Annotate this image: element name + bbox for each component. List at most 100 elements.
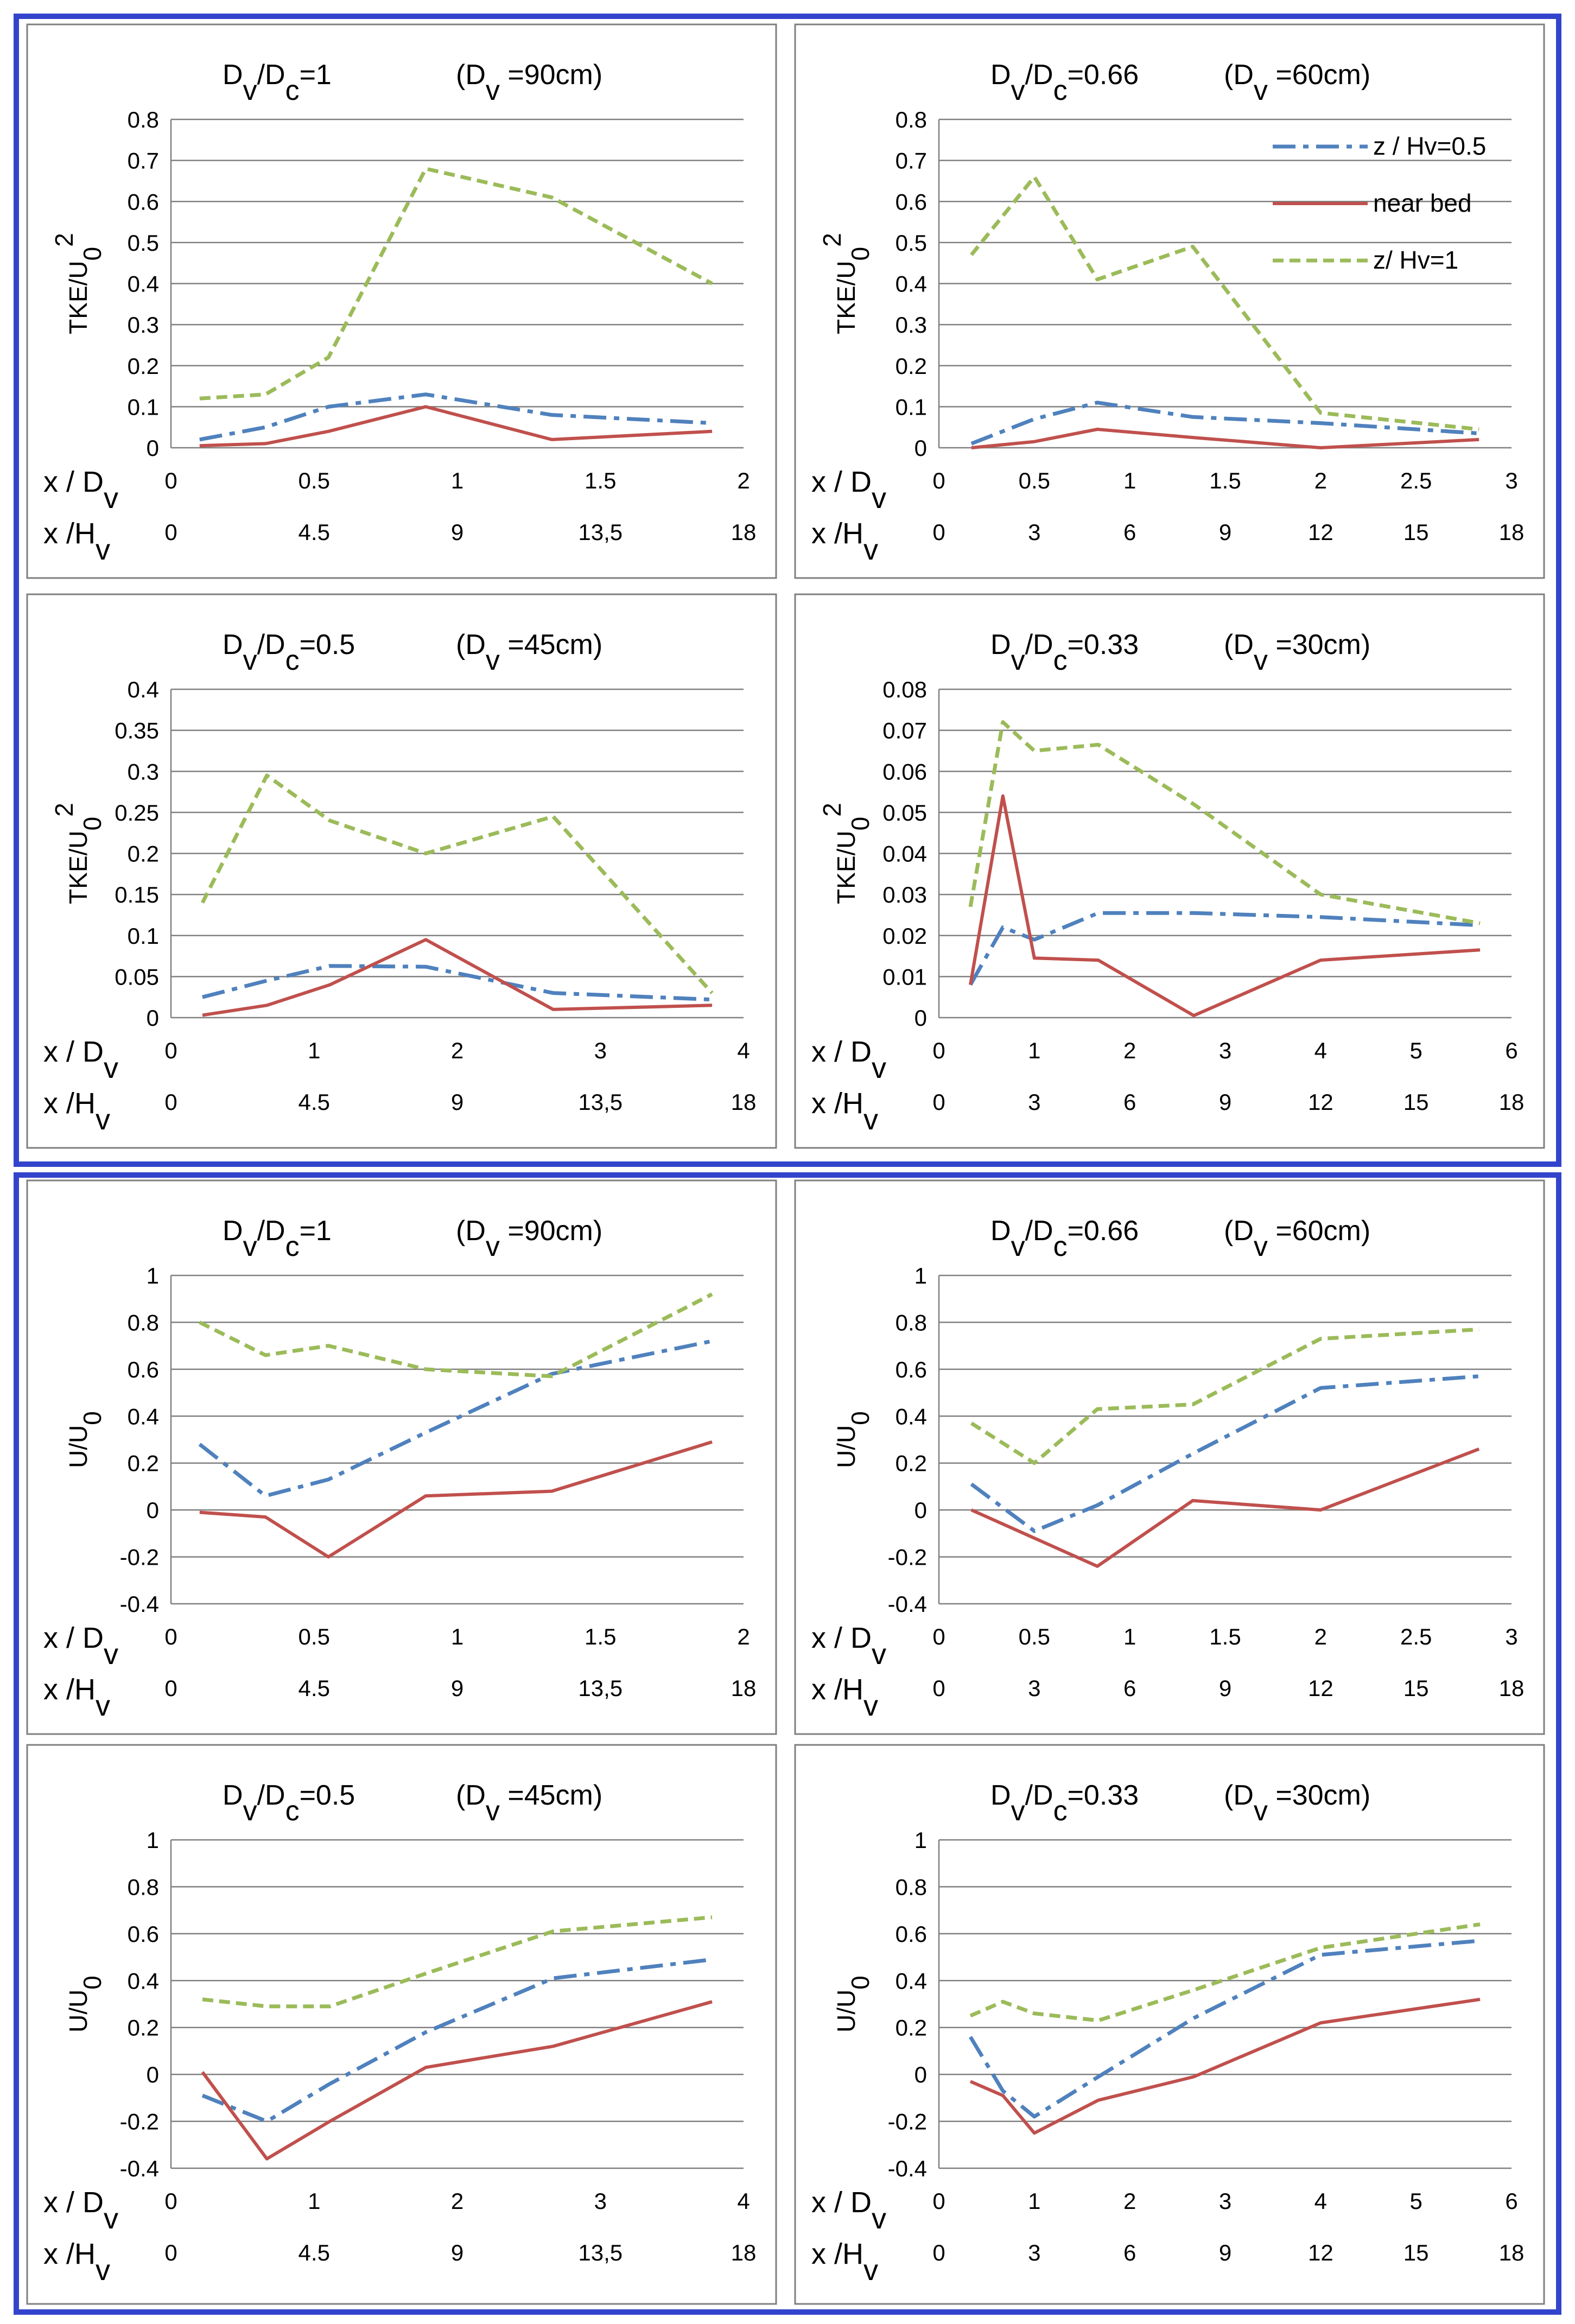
y-tick-label: 0 xyxy=(147,2062,159,2087)
chart-panel-4: Dv/Dc=0.33 (Dv =30cm) 0 0.01 0.02 0.03 0.04 0.0… xyxy=(794,593,1545,1149)
y-tick-label: 0.4 xyxy=(896,271,927,297)
x-tick-label-hv: 0 xyxy=(164,519,177,545)
y-tick-label: 0.05 xyxy=(882,800,927,826)
chart-title-dv: (Dv =45cm) xyxy=(456,1780,602,1827)
chart-panel-6: Dv/Dc=0.66 (Dv =60cm) -0.4 -0.2 0 0.2 0.4 0.6 0.… xyxy=(794,1179,1545,1735)
x-tick-label-hv: 6 xyxy=(1123,1675,1136,1701)
x-tick-label-dv: 2 xyxy=(1314,468,1327,493)
x-tick-label-dv: 1 xyxy=(451,1624,463,1649)
chart-title-ratio: Dv/Dc=0.66 xyxy=(990,1215,1139,1262)
series-line-bed xyxy=(199,405,713,448)
y-tick-label: 0.2 xyxy=(128,353,159,379)
x-tick-label-hv: 3 xyxy=(1028,519,1040,545)
x-tick-label-hv: 18 xyxy=(731,2240,757,2265)
series-line-z1 xyxy=(969,1922,1481,2023)
x-tick-label-dv: 2 xyxy=(737,1624,750,1649)
chart-title-ratio: Dv/Dc=0.33 xyxy=(990,629,1139,676)
y-tick-label: -0.4 xyxy=(888,2156,927,2181)
series-line-z05 xyxy=(969,1939,1481,2119)
x-tick-label-hv: 4.5 xyxy=(299,2240,330,2265)
legend-label: z/ Hv=1 xyxy=(1373,246,1458,274)
x-tick-label-hv: 18 xyxy=(731,519,757,545)
series-line-z1 xyxy=(200,773,714,994)
y-tick-label: 0.4 xyxy=(896,1404,927,1429)
y-tick-label: 0.3 xyxy=(128,759,159,784)
x-tick-label-hv: 18 xyxy=(1499,1089,1525,1115)
x-tick-label-hv: 9 xyxy=(451,1089,463,1115)
x-tick-label-dv: 2 xyxy=(737,468,750,493)
chart-title-dv: (Dv =60cm) xyxy=(1224,1215,1370,1262)
group-frame-velocity xyxy=(14,1172,1561,2315)
x-axis-label-hv: x /Hv xyxy=(811,1673,878,1722)
x-tick-label-dv: 0 xyxy=(164,1038,177,1063)
x-tick-label-hv: 0 xyxy=(164,1675,177,1701)
x-tick-label-dv: 0.5 xyxy=(1019,468,1050,493)
x-tick-label-hv: 3 xyxy=(1028,1675,1040,1701)
y-tick-label: 0.2 xyxy=(896,2015,927,2041)
x-tick-label-dv: 1.5 xyxy=(585,468,616,493)
x-tick-label-dv: 0 xyxy=(932,2188,945,2214)
series-line-bed xyxy=(969,794,1481,1018)
chart-title-ratio: Dv/Dc=1 xyxy=(223,1215,332,1262)
x-tick-label-hv: 9 xyxy=(1219,519,1231,545)
y-axis-label: U/U0 xyxy=(832,1411,874,1468)
x-tick-label-dv: 1.5 xyxy=(1209,468,1241,493)
series-line-bed xyxy=(199,1440,713,1559)
chart-title-ratio: Dv/Dc=0.33 xyxy=(990,1780,1139,1827)
panel-border xyxy=(794,1744,1545,2305)
y-tick-label: 0.2 xyxy=(128,841,159,867)
x-axis-label-hv: x /Hv xyxy=(43,517,110,566)
x-tick-label-hv: 0 xyxy=(932,1675,945,1701)
y-tick-label: 0.35 xyxy=(115,718,159,744)
chart-title-ratio: Dv/Dc=1 xyxy=(223,59,332,106)
y-tick-label: 1 xyxy=(147,1263,159,1288)
x-tick-label-dv: 1.5 xyxy=(585,1624,616,1649)
series-line-bed xyxy=(970,1447,1480,1568)
chart-panel-7: Dv/Dc=0.5 (Dv =45cm) -0.4 -0.2 0 0.2 0.4 0.6 0.8… xyxy=(26,1744,777,2305)
x-tick-label-hv: 18 xyxy=(731,1675,757,1701)
x-tick-label-dv: 1.5 xyxy=(1209,1624,1241,1649)
x-tick-label-dv: 3 xyxy=(1219,2188,1231,2214)
series-line-z1 xyxy=(970,1327,1479,1465)
y-tick-label: 0.05 xyxy=(115,964,159,989)
x-axis-label-dv: x / Dv xyxy=(43,466,118,515)
y-axis-label: TKE/U02 xyxy=(50,233,106,334)
y-tick-label: 0.3 xyxy=(896,312,927,338)
x-tick-label-hv: 3 xyxy=(1028,2240,1040,2265)
x-tick-label-hv: 9 xyxy=(1219,2240,1231,2265)
x-tick-label-dv: 1 xyxy=(1028,1038,1040,1063)
y-tick-label: 0.6 xyxy=(128,189,159,214)
x-tick-label-hv: 18 xyxy=(1499,2240,1525,2265)
x-tick-label-dv: 2 xyxy=(1123,2188,1136,2214)
x-tick-label-hv: 9 xyxy=(451,2240,463,2265)
series-line-z1 xyxy=(970,175,1479,431)
x-tick-label-dv: 1 xyxy=(451,468,463,493)
panel-border xyxy=(26,1179,777,1735)
y-tick-label: 0.8 xyxy=(128,1310,159,1335)
series-line-z05 xyxy=(198,1339,713,1498)
series-line-z1 xyxy=(199,167,713,401)
x-axis-label-hv: x /Hv xyxy=(43,2238,110,2287)
y-axis-label: U/U0 xyxy=(832,1976,874,2033)
y-tick-label: 0.15 xyxy=(115,882,159,907)
x-tick-label-hv: 3 xyxy=(1028,1089,1040,1115)
x-tick-label-hv: 4.5 xyxy=(299,1089,330,1115)
y-tick-label: 1 xyxy=(914,1827,927,1853)
y-tick-label: 0.7 xyxy=(896,148,927,174)
x-tick-label-dv: 1 xyxy=(1028,2188,1040,2214)
y-tick-label: 0.8 xyxy=(896,1310,927,1335)
chart-title-ratio: Dv/Dc=0.66 xyxy=(990,59,1139,106)
y-tick-label: 0 xyxy=(147,1005,159,1031)
x-tick-label-hv: 6 xyxy=(1123,2240,1136,2265)
y-tick-label: 0 xyxy=(914,2062,927,2087)
y-tick-label: 0.08 xyxy=(882,677,927,702)
x-tick-label-hv: 13,5 xyxy=(578,519,623,545)
series-line-bed xyxy=(969,1997,1481,2135)
x-tick-label-dv: 3 xyxy=(1505,468,1517,493)
x-tick-label-dv: 2 xyxy=(1314,1624,1327,1649)
x-tick-label-dv: 1 xyxy=(1123,1624,1136,1649)
x-axis-label-dv: x / Dv xyxy=(811,1622,886,1671)
y-tick-label: 0.6 xyxy=(896,1357,927,1382)
x-tick-label-hv: 0 xyxy=(164,2240,177,2265)
